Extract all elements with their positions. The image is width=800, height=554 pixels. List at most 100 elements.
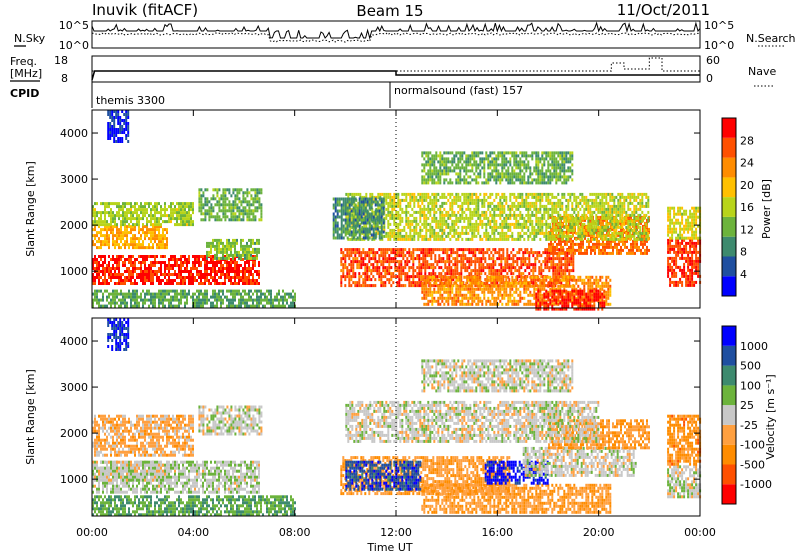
scatter-cell [152,304,154,308]
scatter-cell [552,227,554,231]
cpid-label: CPID [10,87,39,100]
scatter-cell [386,260,389,264]
scatter-cell [449,287,452,291]
scatter-cell [496,272,499,276]
scatter-cell [200,282,202,285]
scatter-cell [586,245,588,249]
scatter-cell [196,261,198,264]
scatter-cell [212,295,214,299]
scatter-cell [498,269,501,273]
scatter-cell [423,216,426,220]
scatter-cell [511,302,514,306]
scatter-cell [480,263,483,267]
scatter-cell [222,200,225,204]
scatter-cell [585,298,588,302]
scatter-cell [558,230,560,234]
scatter-cell [606,230,608,234]
scatter-cell [150,208,152,212]
scatter-cell [208,212,211,216]
scatter-cell [356,260,359,264]
freq-trace [91,70,700,81]
scatter-cell [234,292,236,296]
scatter-cell [586,248,588,252]
scatter-cell [110,267,112,270]
scatter-cell [170,301,172,305]
scatter-cell [374,251,377,255]
scatter-cell [476,260,479,264]
scatter-cell [572,230,574,234]
scatter-cell [250,244,252,248]
scatter-cell [128,223,130,227]
scatter-cell [595,284,598,288]
scatter-cell [447,293,450,297]
scatter-cell [449,284,452,288]
scatter-cell [140,255,142,258]
scatter-cell [96,295,98,299]
scatter-cell [588,239,590,243]
scatter-cell [607,293,610,297]
scatter-cell [544,251,547,255]
scatter-cell [212,206,215,210]
scatter-cell [258,241,260,245]
scatter-cell [437,287,440,291]
scatter-cell [166,240,168,244]
scatter-cell [577,292,580,296]
scatter-cell [427,302,430,306]
scatter-cell [573,287,576,291]
scatter-cell [136,211,138,215]
scatter-cell [216,295,218,299]
scatter-cell [116,255,118,258]
scatter-cell [566,242,568,246]
scatter-cell [158,217,160,221]
scatter-cell [584,224,586,228]
scatter-cell [620,245,622,249]
scatter-cell [218,256,220,260]
scatter-cell [244,282,246,285]
scatter-cell [588,245,590,249]
scatter-cell [464,269,467,273]
scatter-cell [384,254,387,258]
scatter-cell [424,266,427,270]
scatter-cell [136,246,138,250]
scatter-cell [128,225,130,229]
scatter-cell [391,210,394,214]
scatter-cell [122,279,124,282]
scatter-cell [234,273,236,276]
scatter-cell [472,260,475,264]
scatter-cell [414,281,417,285]
scatter-cell [136,202,138,206]
scatter-cell [208,250,210,254]
scatter-cell [507,299,510,303]
scatter-cell [176,298,178,302]
scatter-cell [192,298,194,302]
scatter-cell [196,301,198,305]
scatter-cell [543,287,546,291]
scatter-cell [106,202,108,206]
scatter-cell [174,270,176,273]
scatter-cell [404,254,407,258]
scatter-cell [620,227,622,231]
scatter-cell [204,212,207,216]
scatter-cell [449,275,452,279]
scatter-cell [455,275,458,279]
scatter-cell [94,267,96,270]
scatter-cell [397,222,400,226]
scatter-cell [480,260,483,264]
scatter-cell [130,208,132,212]
scatter-cell [140,279,142,282]
scatter-cell [399,231,402,235]
scatter-cell [344,257,347,261]
scatter-cell [116,273,118,276]
scatter-cell [549,301,552,305]
scatter-cell [522,263,525,267]
scatter-cell [244,250,246,254]
scatter-cell [142,304,144,308]
scatter-cell [200,298,202,302]
scatter-cell [152,217,154,221]
scatter-cell [252,209,255,213]
scatter-cell [162,234,164,238]
scatter-cell [142,261,144,264]
scatter-cell [549,293,552,297]
scatter-cell [216,264,218,267]
scatter-cell [400,278,403,282]
